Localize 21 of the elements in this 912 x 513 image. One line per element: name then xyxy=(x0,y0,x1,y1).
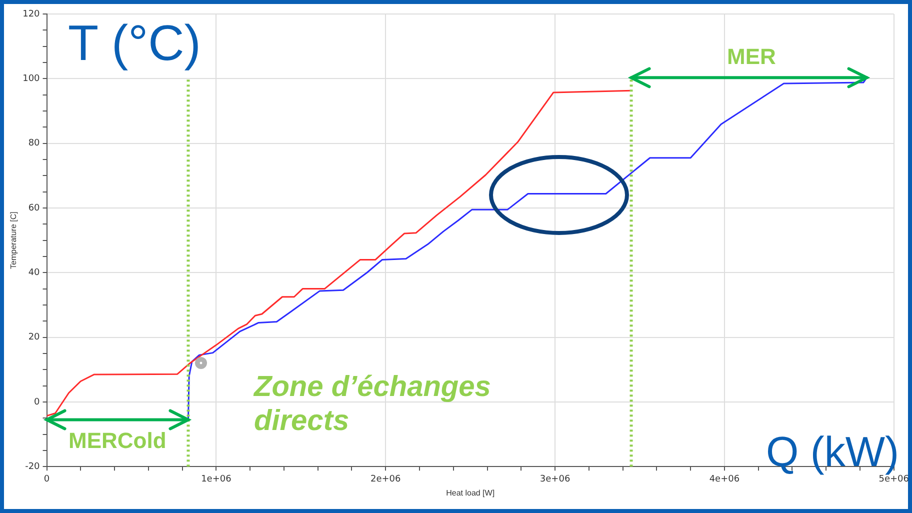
y-tick-label: 120 xyxy=(22,9,40,20)
x-tick-label: 3e+06 xyxy=(540,474,570,484)
annotation: Zone d’échanges directs xyxy=(254,370,492,438)
y-tick-label: 40 xyxy=(28,268,40,278)
annotation: MERCold xyxy=(68,428,166,454)
y-tick-label: 60 xyxy=(28,203,40,214)
x-tick-label: 2e+06 xyxy=(370,474,402,484)
annotation: MER xyxy=(727,44,776,70)
annotation: Q (kW) xyxy=(766,428,899,475)
y-tick-label: -20 xyxy=(25,462,40,472)
y-tick-label: 80 xyxy=(28,138,40,149)
x-axis-title: Heat load [W] xyxy=(446,488,495,498)
x-tick-label: 4e+06 xyxy=(709,474,740,484)
x-tick-label: 5e+06 xyxy=(878,474,910,484)
annotation: T (°C) xyxy=(68,14,201,72)
x-tick-label: 1e+06 xyxy=(201,474,232,484)
y-tick-label: 20 xyxy=(28,332,40,343)
x-tick-label: 0 xyxy=(44,474,50,484)
y-tick-label: 0 xyxy=(34,397,40,408)
y-tick-label: 100 xyxy=(22,74,40,84)
y-axis-title: Temperature [C] xyxy=(9,212,18,269)
